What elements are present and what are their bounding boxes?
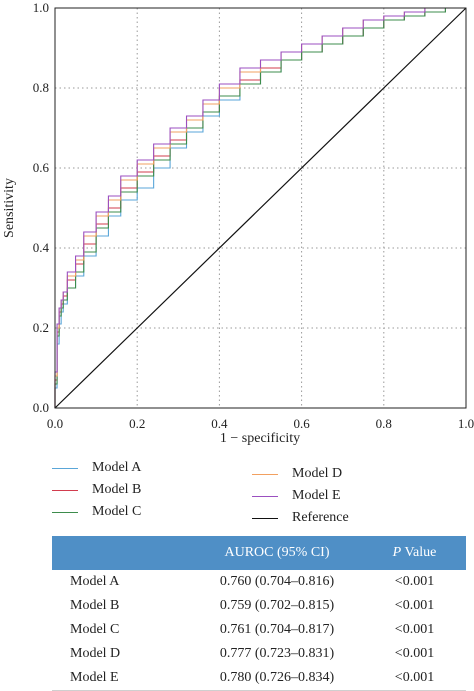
legend-swatch-model-b (52, 489, 78, 491)
cell-model: Model E (52, 666, 191, 691)
series-line-model-e (54, 7, 466, 408)
legend-label: Model B (92, 482, 142, 497)
x-tick-labels: 0.0 0.2 0.4 0.6 0.8 1.0 (47, 416, 474, 431)
legend-label: Model A (92, 460, 142, 475)
y-tick-label: 0.8 (33, 80, 49, 95)
legend-label: Model C (92, 504, 142, 519)
table-row: Model D 0.777 (0.723–0.831) <0.001 (52, 642, 466, 666)
cell-model: Model C (70, 622, 120, 637)
auroc-table: AUROC (95% CI) P Value Model A 0.760 (0.… (52, 536, 466, 691)
y-tick-label: 0.0 (33, 400, 49, 415)
roc-curves (54, 7, 467, 409)
cell-p-value: <0.001 (394, 646, 435, 661)
roc-chart: 0.0 0.2 0.4 0.6 0.8 1.0 0.0 0.2 0.4 0.6 0.8 1.0 1 … (2, 0, 474, 446)
header-p-value: P Value (363, 536, 466, 570)
legend-item-model-d: Model D (252, 464, 342, 484)
y-axis-label: Sensitivity (2, 178, 17, 238)
legend-item-model-a: Model A (52, 458, 141, 478)
cell-p-value: <0.001 (394, 574, 435, 589)
grid-lines (55, 8, 466, 408)
header-auroc: AUROC (95% CI) (191, 536, 363, 570)
cell-auroc: 0.780 (0.726–0.834) (191, 666, 363, 691)
legend-label: Reference (292, 510, 349, 525)
legend-swatch-model-e (252, 495, 278, 497)
legend-swatch-reference (252, 517, 278, 519)
series-line-reference (54, 7, 467, 409)
cell-p-value: <0.001 (363, 666, 466, 691)
x-tick-label: 1.0 (458, 416, 474, 431)
plot-frame (54, 7, 467, 409)
legend-item-reference: Reference (252, 508, 349, 528)
legend-swatch-model-d (252, 473, 278, 475)
cell-model: Model A (70, 574, 120, 589)
legend-swatch-model-a (52, 467, 78, 469)
x-tick-label: 0.0 (47, 416, 63, 431)
y-tick-label: 0.2 (33, 320, 49, 335)
cell-auroc: 0.759 (0.702–0.815) (219, 598, 335, 613)
y-tick-labels: 0.0 0.2 0.4 0.6 0.8 1.0 (33, 0, 50, 415)
table-row: Model B 0.759 (0.702–0.815) <0.001 (52, 594, 466, 618)
legend-item-model-c: Model C (52, 502, 141, 522)
y-tick-label: 1.0 (33, 0, 49, 15)
header-model (52, 536, 191, 570)
table-header-row: AUROC (95% CI) P Value (52, 536, 466, 570)
legend-item-model-e: Model E (252, 486, 341, 506)
y-tick-label: 0.4 (33, 240, 50, 255)
y-tick-label: 0.6 (33, 160, 50, 175)
cell-p-value: <0.001 (394, 598, 435, 613)
series-line-model-c (54, 7, 466, 408)
table-row: Model A 0.760 (0.704–0.816) <0.001 (52, 570, 466, 594)
legend-item-model-b: Model B (52, 480, 141, 500)
legend: Model A Model B Model C Model D Model E … (52, 458, 452, 525)
cell-p-value: <0.001 (394, 622, 435, 637)
x-tick-label: 0.6 (293, 416, 310, 431)
cell-auroc: 0.760 (0.704–0.816) (219, 574, 335, 589)
x-axis-label: 1 − specificity (220, 431, 300, 446)
legend-label: Model D (292, 466, 343, 481)
cell-auroc: 0.761 (0.704–0.817) (219, 622, 335, 637)
legend-swatch-model-c (52, 511, 78, 513)
x-tick-label: 0.4 (211, 416, 228, 431)
x-tick-label: 0.2 (129, 416, 145, 431)
legend-label: Model E (292, 488, 341, 503)
cell-model: Model D (70, 646, 121, 661)
table-row: Model E 0.780 (0.726–0.834) <0.001 (52, 666, 466, 691)
cell-auroc: 0.777 (0.723–0.831) (219, 646, 335, 661)
x-tick-label: 0.8 (376, 416, 392, 431)
cell-model: Model B (70, 598, 120, 613)
table-row: Model C 0.761 (0.704–0.817) <0.001 (52, 618, 466, 642)
